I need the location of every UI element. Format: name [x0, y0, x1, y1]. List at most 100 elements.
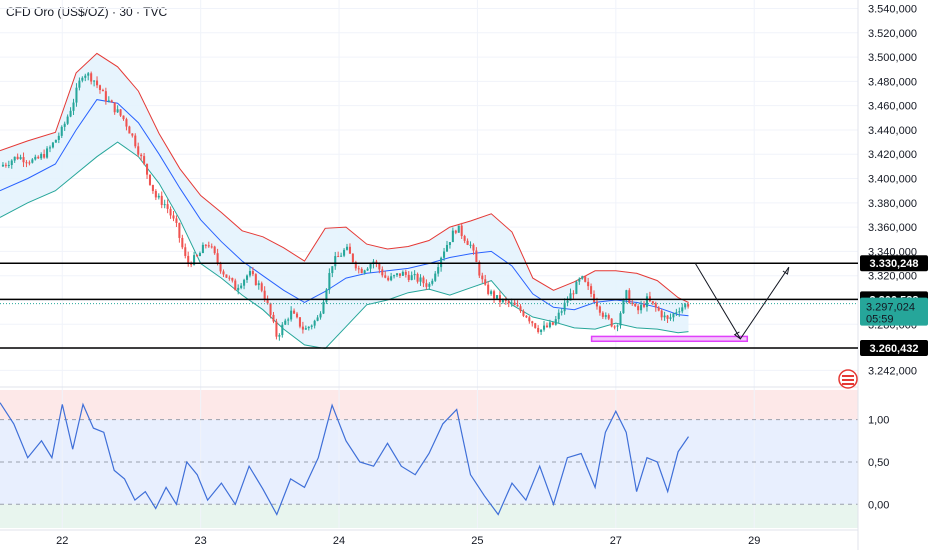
candle — [10, 159, 13, 169]
candle-body — [475, 250, 478, 262]
candle — [513, 299, 516, 306]
candle-body — [316, 317, 319, 321]
candle — [425, 279, 428, 290]
candle-body — [151, 184, 154, 191]
candle — [140, 153, 143, 161]
price-tick-label: 3.460,000 — [868, 101, 917, 113]
candle — [334, 251, 337, 270]
candle-body — [266, 298, 269, 304]
candle — [563, 298, 566, 315]
price-tick-label: 3.540,000 — [868, 4, 917, 16]
candle-body — [537, 327, 540, 333]
candle — [631, 299, 634, 306]
candle-body — [466, 240, 469, 245]
candle-body — [13, 156, 16, 161]
candle-body — [463, 236, 466, 241]
candle-body — [284, 320, 287, 325]
candle-body — [404, 271, 407, 275]
candle — [325, 288, 328, 305]
candle-body — [337, 256, 340, 258]
candle — [260, 281, 263, 293]
candle — [128, 125, 131, 134]
candle — [151, 184, 154, 194]
candle — [651, 301, 654, 305]
price-tick-label: 3.400,000 — [868, 174, 917, 186]
level-price-tag-label: 3.260,432 — [870, 343, 919, 355]
price-tick-label: 3.440,000 — [868, 125, 917, 137]
candle-body — [628, 290, 631, 304]
candle — [116, 105, 119, 113]
candle — [507, 299, 510, 308]
candle — [81, 76, 84, 83]
candle — [48, 145, 52, 153]
time-tick-label: 29 — [748, 535, 760, 547]
candle — [169, 206, 172, 219]
candle-body — [457, 225, 460, 233]
candle — [301, 321, 304, 334]
event-icon-stripe — [842, 375, 854, 377]
candle-body — [401, 271, 404, 276]
candle-body — [495, 295, 499, 299]
candle-body — [610, 318, 613, 327]
candle-body — [234, 280, 237, 291]
candle-body — [631, 303, 634, 305]
candle-body — [107, 100, 110, 102]
candle-body — [587, 281, 590, 287]
candle-body — [507, 300, 510, 304]
time-tick-label: 27 — [610, 535, 622, 547]
candle — [272, 311, 275, 324]
horizontal-levels — [0, 262, 858, 349]
candle-body — [681, 307, 684, 312]
candle — [543, 320, 546, 332]
candle-body — [134, 135, 137, 147]
candle — [460, 222, 463, 240]
candle-body — [478, 261, 481, 276]
candle-body — [616, 325, 619, 327]
candle-body — [290, 310, 293, 320]
candle — [19, 154, 22, 160]
candle-body — [343, 249, 346, 256]
candle — [351, 253, 354, 264]
candle — [545, 322, 549, 328]
candle — [322, 298, 325, 315]
candle — [557, 309, 560, 324]
candle-body — [419, 277, 422, 282]
candle-body — [319, 313, 322, 318]
candle-body — [434, 273, 437, 281]
candle-body — [557, 312, 560, 320]
level-price-tag — [860, 340, 928, 357]
candle — [634, 303, 637, 308]
candle-body — [154, 190, 157, 198]
candle — [137, 142, 140, 157]
candle-body — [78, 80, 81, 88]
candle-body — [607, 315, 610, 319]
candle-body — [560, 311, 563, 313]
candle-body — [387, 277, 390, 281]
candle — [113, 102, 116, 115]
candle-body — [543, 325, 546, 330]
candle-body — [322, 301, 325, 314]
candle-body — [263, 290, 266, 299]
projection-arrowhead-up — [782, 267, 790, 275]
candle — [598, 305, 601, 316]
candle — [195, 254, 199, 258]
candle — [687, 301, 690, 309]
candle — [525, 315, 528, 319]
oscillator-zones — [0, 390, 858, 528]
oscillator-oversold-zone — [0, 504, 858, 528]
candle-body — [328, 273, 331, 290]
candle-body — [110, 100, 113, 103]
candle-body — [687, 304, 690, 307]
candle-body — [357, 268, 360, 270]
candle — [278, 333, 281, 341]
current-price-tag — [860, 297, 928, 326]
candle-body — [37, 156, 40, 159]
level-price-tag — [860, 255, 928, 272]
candle-body — [443, 251, 446, 258]
candle — [237, 284, 240, 295]
candle-body — [228, 277, 231, 279]
candle — [451, 227, 454, 243]
candle-body — [160, 195, 163, 205]
candle-body — [81, 77, 84, 81]
